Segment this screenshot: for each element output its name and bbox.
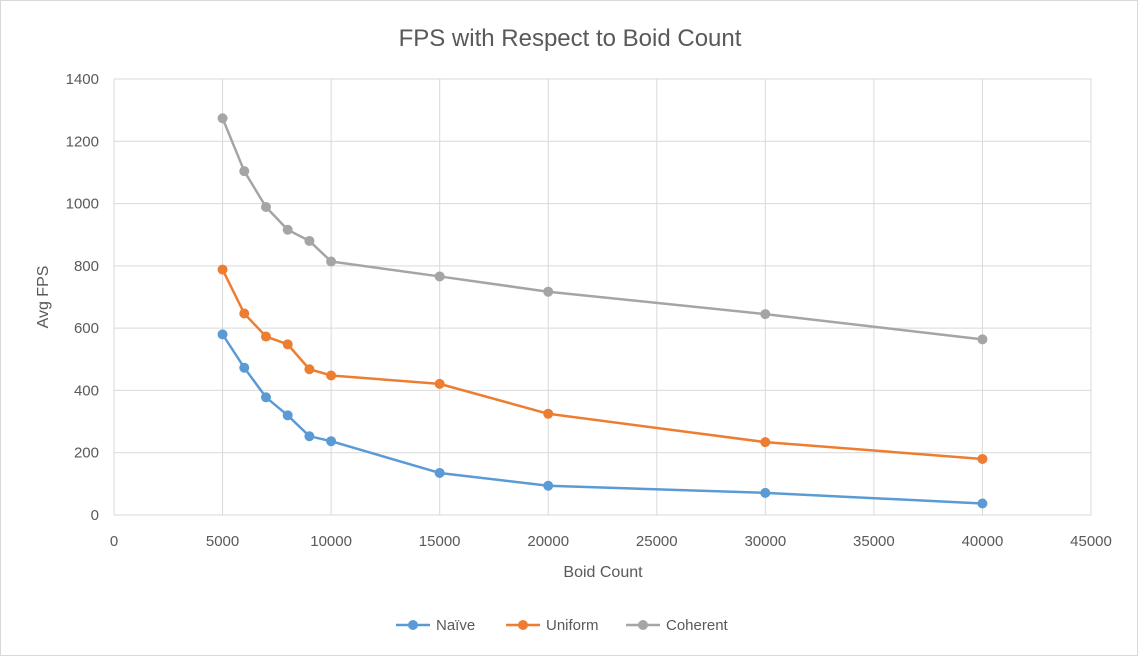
series-nave (217, 329, 988, 509)
y-axis-label: Avg FPS (35, 266, 52, 329)
data-point (760, 309, 771, 320)
x-tick-label: 15000 (419, 533, 461, 550)
data-point (282, 410, 293, 421)
x-tick-label: 25000 (636, 533, 678, 550)
data-point (304, 235, 315, 246)
series-lines (217, 113, 988, 509)
data-point (977, 334, 988, 345)
legend-marker (638, 620, 648, 630)
data-point (326, 370, 337, 381)
x-tick-label: 30000 (744, 533, 786, 550)
data-point (434, 378, 445, 389)
legend-item: Coherent (626, 617, 729, 634)
legend-label: Uniform (546, 617, 599, 634)
data-point (977, 453, 988, 464)
data-point (760, 487, 771, 498)
x-tick-label: 0 (110, 533, 118, 550)
y-tick-label: 400 (74, 382, 99, 399)
data-point (217, 113, 228, 124)
x-tick-label: 5000 (206, 533, 239, 550)
data-point (260, 331, 271, 342)
y-tick-label: 600 (74, 320, 99, 337)
data-point (239, 308, 250, 319)
data-point (282, 339, 293, 350)
data-point (543, 286, 554, 297)
x-tick-label: 20000 (527, 533, 569, 550)
data-point (217, 264, 228, 275)
x-tick-label: 40000 (962, 533, 1004, 550)
data-point (434, 271, 445, 282)
y-tick-label: 1000 (66, 196, 99, 213)
data-point (760, 437, 771, 448)
legend-item: Uniform (506, 617, 599, 634)
legend-marker (518, 620, 528, 630)
data-point (304, 364, 315, 375)
gridlines (113, 78, 1092, 516)
legend-marker (408, 620, 418, 630)
data-point (217, 329, 228, 340)
y-tick-label: 200 (74, 445, 99, 462)
legend: Naïve Uniform Coherent (396, 617, 729, 634)
data-point (543, 480, 554, 491)
x-tick-label: 45000 (1070, 533, 1112, 550)
data-point (326, 436, 337, 447)
series-line (221, 333, 983, 505)
series-line (221, 269, 983, 461)
data-point (326, 256, 337, 267)
x-axis-label: Boid Count (563, 564, 643, 581)
y-tick-label: 1400 (66, 71, 99, 88)
tick-labels: 0 200 400 600 800 1000 1200 1400 0 5000 10000 15000… (66, 71, 1112, 550)
chart-title: FPS with Respect to Boid Count (399, 25, 742, 52)
data-point (977, 498, 988, 509)
series-uniform (217, 264, 988, 464)
data-point (239, 166, 250, 177)
legend-item: Naïve (396, 617, 475, 634)
y-tick-label: 1200 (66, 133, 99, 150)
series-line (221, 117, 983, 341)
legend-label: Naïve (436, 617, 475, 634)
data-point (543, 408, 554, 419)
y-tick-label: 0 (91, 507, 99, 524)
x-tick-label: 35000 (853, 533, 895, 550)
data-point (239, 362, 250, 373)
data-point (260, 392, 271, 403)
data-point (282, 224, 293, 235)
series-coherent (217, 113, 988, 345)
data-point (304, 431, 315, 442)
y-tick-label: 800 (74, 258, 99, 275)
legend-label: Coherent (666, 617, 729, 634)
data-point (260, 201, 271, 212)
data-point (434, 467, 445, 478)
x-tick-label: 10000 (310, 533, 352, 550)
